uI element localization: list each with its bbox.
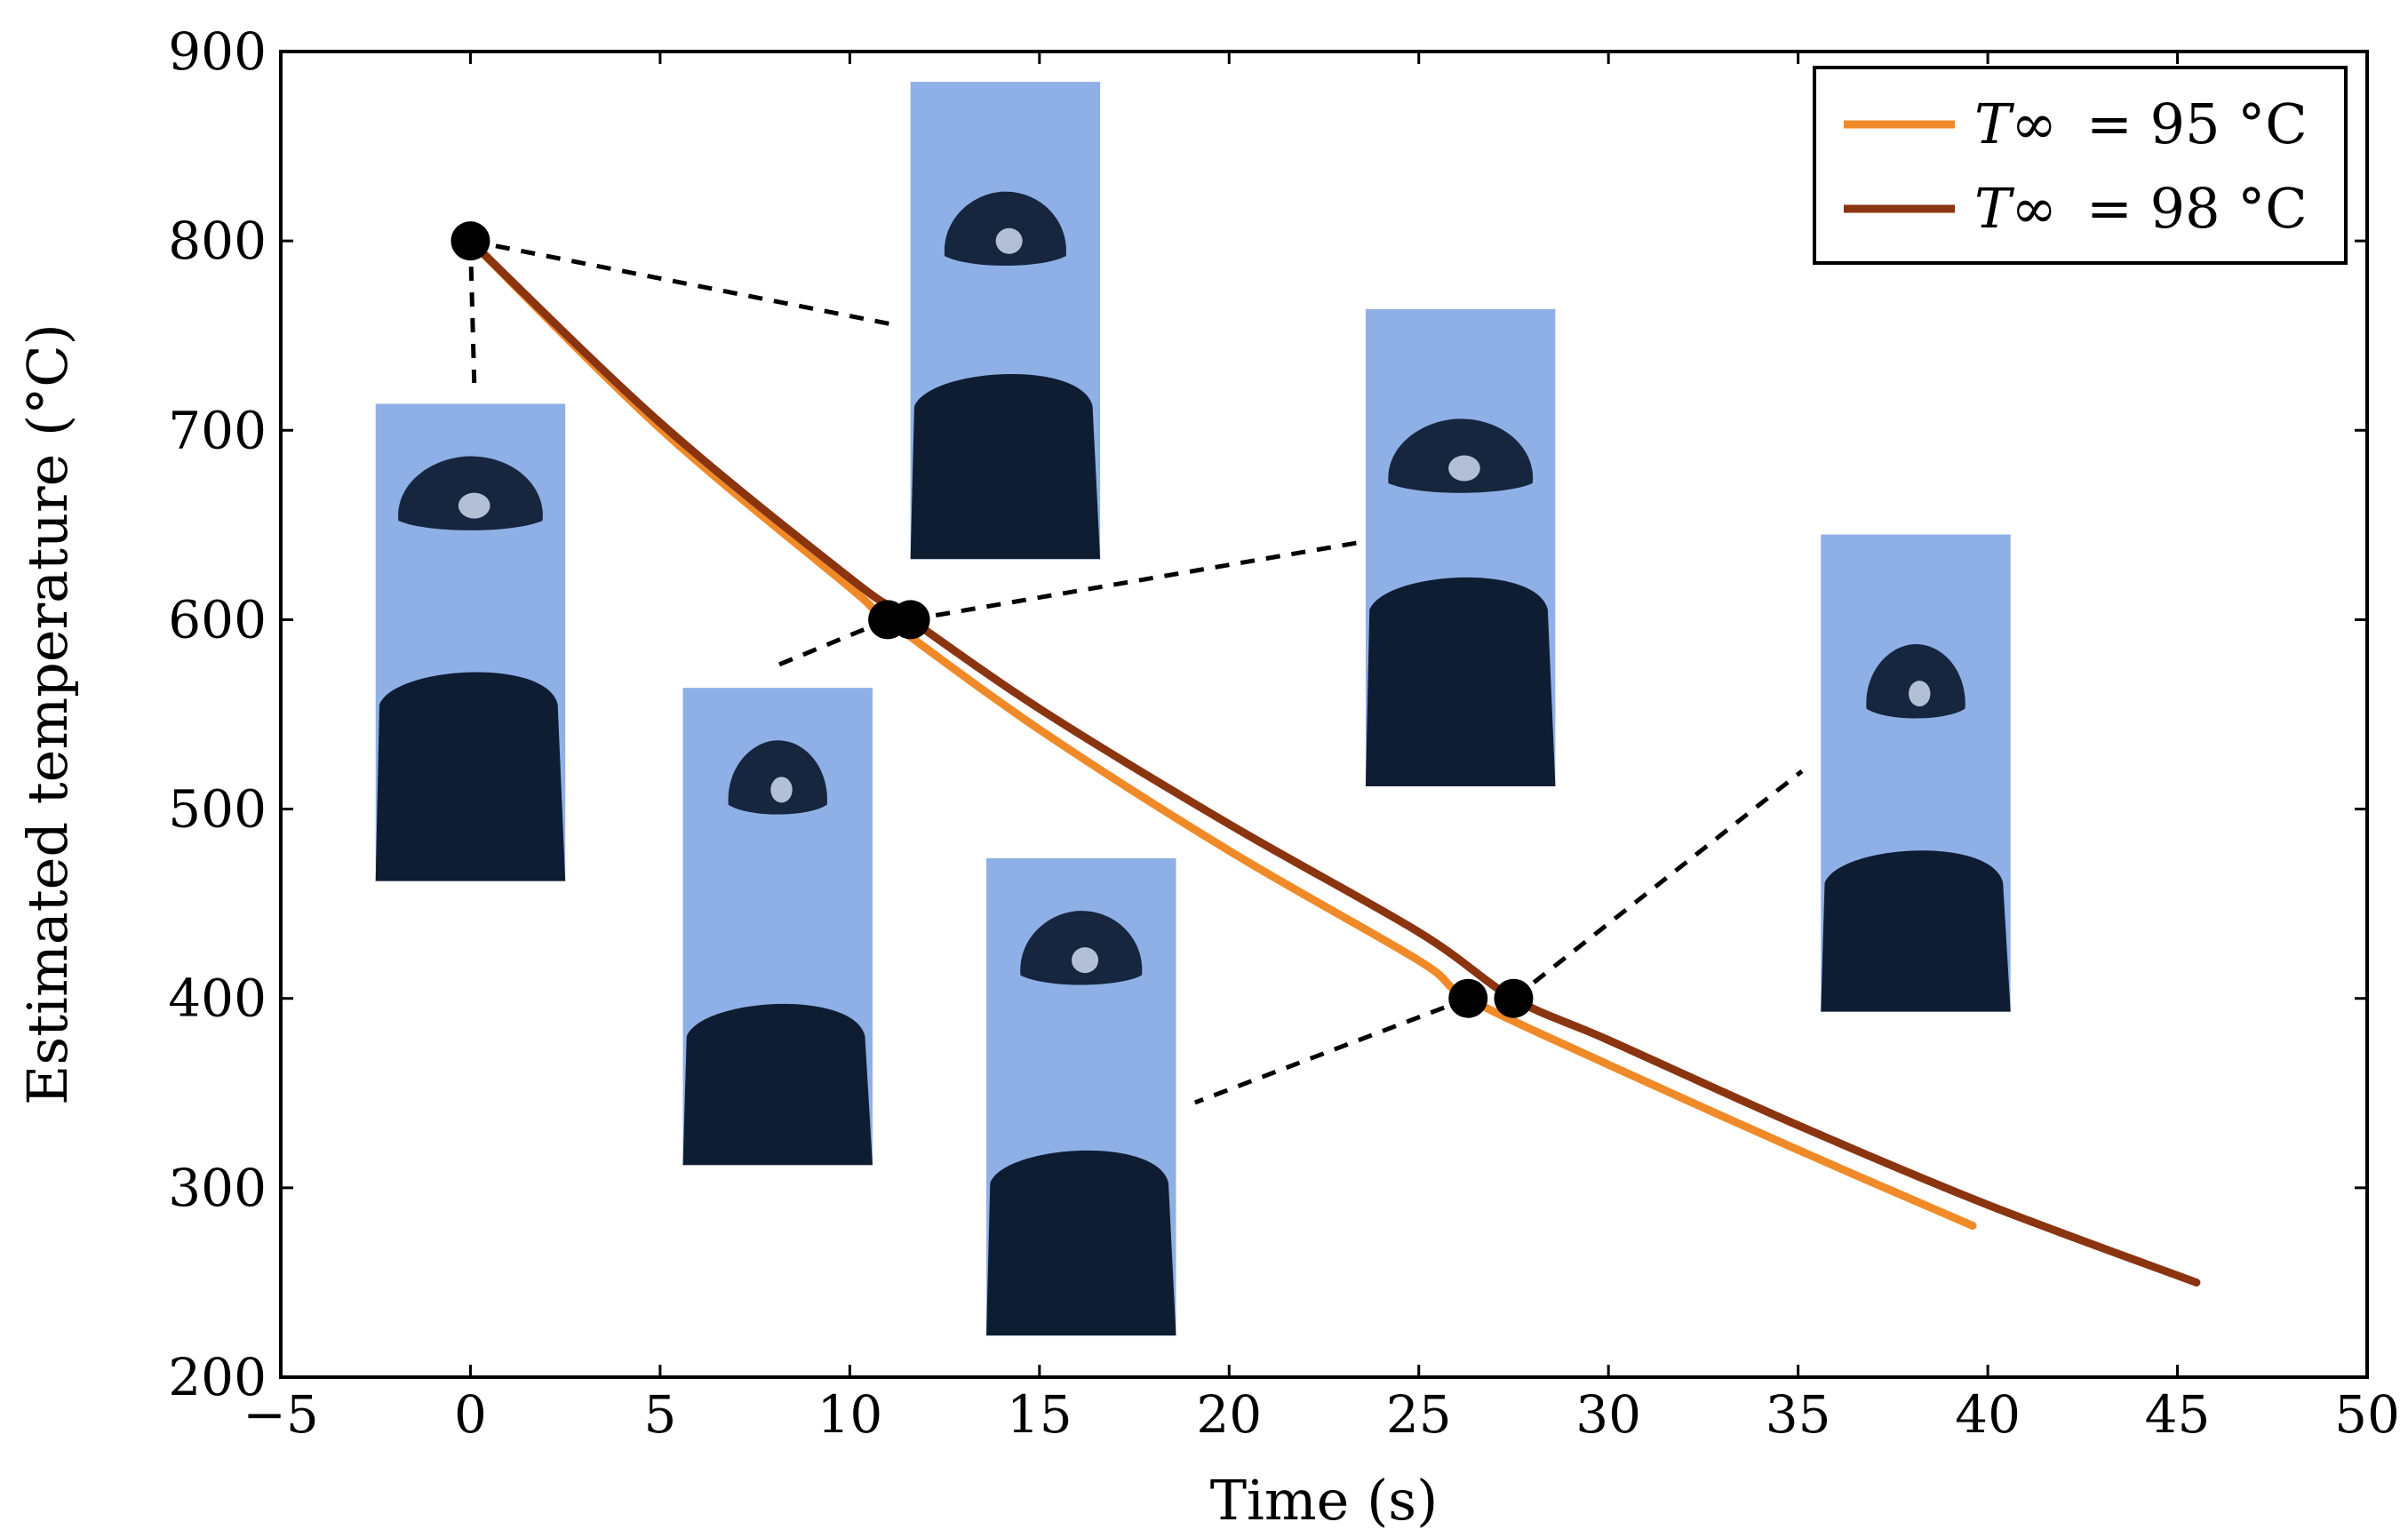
inset-photo-t11-b [1365, 308, 1556, 786]
x-tick-label: 15 [1007, 1384, 1072, 1445]
data-marker [890, 600, 930, 640]
data-marker [1448, 978, 1488, 1018]
y-tick-label: 900 [168, 21, 267, 82]
droplet-highlight [1072, 947, 1099, 974]
inset-photo-t11-a [682, 688, 873, 1166]
inset-photo-t0-a [375, 403, 566, 881]
droplet-highlight [770, 777, 793, 803]
y-tick-label: 700 [168, 400, 267, 460]
connector-lines [467, 238, 1804, 1105]
tick-labels: −5 0 5 10 15 20 25 30 35 40 45 50 200 300 400 500 600 700… [168, 21, 2400, 1445]
plot-frame [279, 50, 2369, 1379]
markers [451, 221, 1534, 1018]
series-lines [466, 236, 2201, 1287]
x-tick-label: 40 [1955, 1384, 2021, 1445]
upper-droplet [1866, 644, 1965, 719]
inset-photo-t0-b [910, 82, 1101, 560]
series-line-2 [466, 236, 2201, 1287]
data-marker [451, 221, 490, 261]
connector-line [1511, 769, 1804, 1000]
inset-photos [375, 82, 2011, 1336]
lower-droplet [375, 672, 566, 881]
x-tick-label: 45 [2145, 1384, 2211, 1445]
legend-box [1813, 66, 2348, 265]
connector-line [469, 238, 892, 327]
connector-line [467, 241, 477, 384]
inset-photo-t26-a [986, 857, 1176, 1336]
x-tick-label: −5 [243, 1384, 319, 1445]
y-tick-label: 400 [168, 968, 267, 1029]
legend: T∞ = 95 °C T∞ = 98 °C [1813, 66, 2348, 265]
y-tick-label: 300 [168, 1158, 267, 1218]
x-tick-label: 50 [2334, 1384, 2400, 1445]
connector-line [1193, 996, 1470, 1105]
lower-droplet [682, 1003, 873, 1166]
x-tick-label: 25 [1386, 1384, 1452, 1445]
inset-photo-t26-b [1821, 534, 2011, 1012]
droplet-highlight [458, 492, 490, 519]
connector-line [777, 618, 889, 667]
x-tick-label: 30 [1575, 1384, 1641, 1445]
legend-symbol-1: T∞ [1974, 92, 2057, 156]
y-axis-title: Estimated temperature (°C) [15, 323, 80, 1105]
series-line-1 [466, 236, 1977, 1230]
y-tick-label: 800 [168, 211, 267, 271]
x-axis-title: Time (s) [1210, 1468, 1439, 1533]
data-marker [1494, 978, 1534, 1018]
x-tick-label: 0 [454, 1384, 487, 1445]
y-tick-label: 600 [168, 589, 267, 649]
droplet-highlight [995, 227, 1023, 254]
y-tick-label: 200 [168, 1347, 267, 1407]
legend-symbol-2: T∞ [1974, 176, 2057, 241]
legend-value-2: = 98 °C [2086, 176, 2308, 241]
lower-droplet [986, 1150, 1176, 1336]
droplet-highlight [1448, 455, 1480, 482]
lower-droplet [1365, 577, 1556, 786]
x-tick-label: 5 [643, 1384, 676, 1445]
x-tick-label: 20 [1196, 1384, 1262, 1445]
legend-value-1: = 95 °C [2086, 92, 2308, 156]
y-tick-label: 500 [168, 779, 267, 840]
x-tick-label: 35 [1766, 1384, 1831, 1445]
lower-droplet [1821, 850, 2011, 1012]
droplet-highlight [1909, 681, 1931, 707]
upper-droplet [728, 740, 827, 815]
x-tick-label: 10 [817, 1384, 882, 1445]
lower-droplet [910, 373, 1101, 560]
